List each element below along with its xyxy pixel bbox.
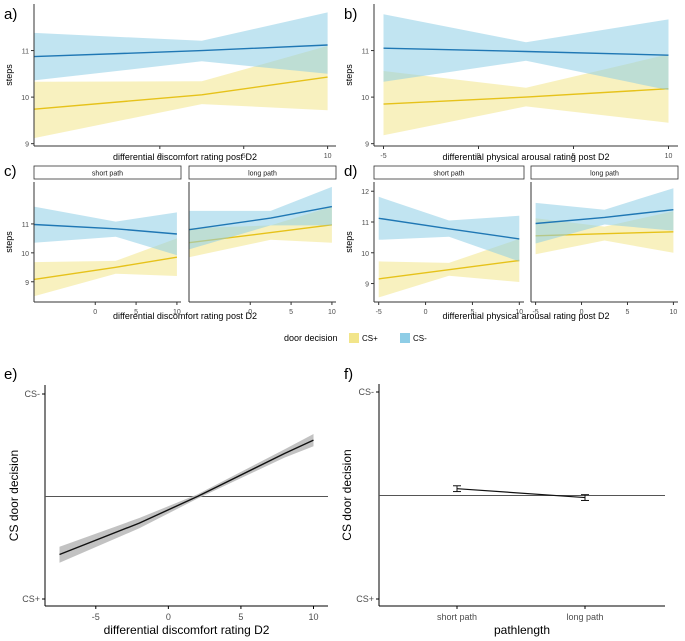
panel-a-cs-plus-ci-band	[34, 45, 328, 139]
panel-b-x-axis-title: differential physical arousal rating pos…	[443, 152, 610, 162]
panel-c-facet-short-cs-plus-ci-band	[34, 238, 177, 297]
panel-c-y-axis-title: steps	[4, 231, 14, 253]
panel-a-x-axis-title: differential discomfort rating post D2	[113, 152, 257, 162]
panel-c-facet-short-cs-minus-ci-band	[34, 206, 177, 256]
panel-d-facet-short-y-tick-label: 12	[361, 189, 369, 196]
panel-e-x-axis-title: differential discomfort rating D2	[104, 623, 270, 637]
panel-c-x-axis-title: differential discomfort rating post D2	[113, 311, 257, 321]
panel-c-facet-long-x-tick-label: 5	[289, 309, 293, 316]
panel-label-d: d)	[344, 163, 358, 180]
panel-d-facet-short-x-tick-label: 5	[470, 309, 474, 316]
panel-a-y-tick-label: 9	[25, 142, 29, 149]
panel-c-facet-long-strip	[188, 165, 337, 180]
panel-c-facet-short-strip	[33, 165, 182, 180]
panel-d-facet-long-cs-minus-line	[535, 209, 674, 225]
panel-d-facet-short-x-tick-label: -5	[376, 309, 382, 316]
panel-e-x-tick-label: 5	[238, 612, 243, 622]
panel-d-facet-short-cs-minus-line	[378, 217, 520, 240]
panel-d-facet-long-x-tick-label: 10	[670, 309, 678, 316]
panel-d-facet-short-x-tick-label: 10	[515, 309, 523, 316]
panel-c-facet-long-strip-label: long path	[248, 171, 277, 178]
panel-e-x-tick-label: -5	[92, 612, 100, 622]
panel-c-facet-long-cs-minus-line	[188, 205, 333, 231]
panel-b-y-axis-title: steps	[344, 64, 354, 86]
panel-a-x-tick-label: 5	[242, 153, 246, 160]
panel-d-facet-long-x-tick-label: 0	[580, 309, 584, 316]
panel-label-b: b)	[344, 6, 358, 23]
panel-c-facet-short-cs-plus-line	[33, 256, 178, 281]
panel-f-x-tick-label: short path	[437, 612, 477, 622]
panel-b-cs-minus-line	[383, 47, 669, 56]
panel-a-y-tick-label: 10	[21, 95, 29, 102]
panel-d-facet-long-cs-minus-ci-band	[535, 188, 674, 244]
legend-swatch-cs-minus	[400, 333, 410, 343]
panel-c-facet-long-x-tick-label: 0	[248, 309, 252, 316]
legend-label-cs-plus: CS+	[362, 334, 378, 343]
panel-d-facet-short-strip-label: short path	[433, 171, 464, 178]
panel-a-x-tick-label: 10	[324, 153, 332, 160]
panel-e-x-tick-label: 10	[308, 612, 318, 622]
panel-d-facet-short-cs-plus-line	[378, 259, 520, 280]
panel-d-facet-short-cs-plus-ci-band	[378, 238, 520, 298]
panel-c-facet-short-y-tick-label: 9	[25, 280, 29, 287]
panel-label-f: f)	[344, 366, 354, 383]
panel-label-a: a)	[4, 6, 18, 23]
panel-d-y-axis-title: steps	[344, 231, 354, 253]
legend-title: door decision	[284, 333, 338, 343]
panel-a-cs-minus-ci-band	[34, 12, 328, 81]
panel-e-y-tick-label: CS-	[25, 389, 41, 399]
panel-b-y-tick-label: 11	[362, 49, 369, 56]
panel-b-x-tick-label: 5	[572, 153, 576, 160]
panel-f-x-tick-label: long path	[566, 612, 603, 622]
panel-b-cs-plus-line	[383, 88, 669, 105]
panel-f-y-tick-label: CS-	[359, 387, 375, 397]
panel-c-facet-short-strip-label: short path	[92, 171, 123, 178]
panel-b-x-tick-label: 10	[665, 153, 673, 160]
panel-b-x-tick-label: -5	[380, 153, 386, 160]
panel-f-prediction-line	[456, 488, 586, 499]
panel-e-x-tick-label: 0	[166, 612, 171, 622]
panel-d-facet-short-y-tick-label: 11	[362, 220, 369, 227]
panel-label-c: c)	[4, 163, 17, 180]
panel-d-x-axis-title: differential physical arousal rating pos…	[443, 311, 610, 321]
panel-c-facet-short-cs-minus-line	[33, 223, 177, 235]
panel-d-facet-long-x-tick-label: 5	[626, 309, 630, 316]
panel-c-facet-short-x-tick-label: 10	[173, 309, 181, 316]
panel-b-x-tick-label: 0	[477, 153, 481, 160]
panel-f-x-axis-title: pathlength	[494, 623, 550, 637]
panel-d-facet-short-y-tick-label: 9	[365, 282, 369, 289]
panel-f-y-tick-label: CS+	[356, 594, 374, 604]
panel-c-facet-short-x-tick-label: 5	[134, 309, 138, 316]
panel-label-e: e)	[4, 366, 18, 383]
panel-c-facet-short-x-tick-label: 0	[93, 309, 97, 316]
panel-b-y-tick-label: 10	[361, 95, 369, 102]
panel-a-x-tick-label: 0	[158, 153, 162, 160]
panel-a-cs-plus-line	[33, 76, 328, 110]
panel-a-y-axis-title: steps	[4, 64, 14, 86]
panel-c-facet-long-cs-minus-ci-band	[189, 186, 332, 250]
panel-d-facet-long-strip	[530, 165, 679, 180]
panel-e-y-axis-title: CS door decision	[7, 450, 21, 541]
panel-c-facet-short-y-tick-label: 11	[22, 222, 29, 229]
panel-d-facet-short-strip	[373, 165, 525, 180]
panel-d-facet-short-y-tick-label: 10	[361, 251, 369, 258]
panel-d-facet-long-x-tick-label: -5	[532, 309, 538, 316]
panel-f-y-axis-title: CS door decision	[340, 449, 354, 540]
panel-c-facet-long-x-tick-label: 10	[328, 309, 336, 316]
panel-e-ci-band	[59, 434, 314, 563]
panel-e-prediction-line	[59, 439, 314, 556]
panel-e-y-tick-label: CS+	[22, 594, 40, 604]
panel-c-facet-short-y-tick-label: 10	[21, 251, 29, 258]
panel-d-facet-short-x-tick-label: 0	[424, 309, 428, 316]
legend-swatch-cs-plus	[349, 333, 359, 343]
panel-a-cs-minus-line	[33, 44, 328, 58]
legend-label-cs-minus: CS-	[413, 334, 427, 343]
panel-d-facet-long-strip-label: long path	[590, 171, 619, 178]
panel-a-y-tick-label: 11	[22, 49, 29, 56]
panel-b-y-tick-label: 9	[365, 142, 369, 149]
